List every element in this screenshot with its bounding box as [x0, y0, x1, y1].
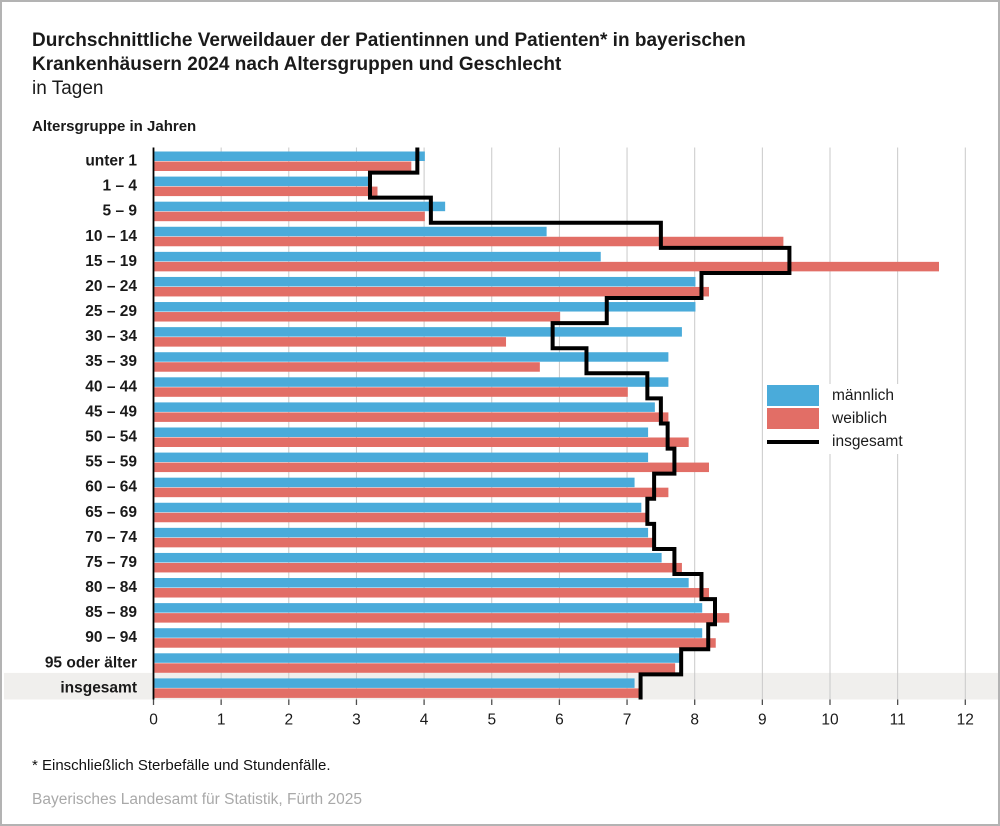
total-step-line [367, 147, 792, 700]
legend-label: insgesamt [832, 433, 903, 451]
y-axis-title: Altersgruppe in Jahren [32, 118, 197, 135]
bar-female [154, 663, 676, 673]
bar-male [154, 628, 703, 638]
age-group-label: 85 – 89 [85, 604, 137, 621]
bar-female [154, 562, 682, 573]
legend-item-insgesamt: insgesamt [763, 432, 963, 453]
male-color-swatch [767, 385, 819, 407]
bar-female [154, 412, 669, 422]
age-group-label: 5 – 9 [103, 203, 138, 220]
bar-male [154, 226, 547, 237]
x-tick-label: 3 [352, 711, 361, 728]
bar-male [154, 578, 689, 588]
bar-female [154, 286, 709, 297]
bar-male [154, 377, 669, 387]
age-group-label: 95 oder älter [45, 654, 137, 671]
bar-female [154, 512, 649, 523]
age-group-label: 50 – 54 [85, 428, 137, 445]
x-tick-label: 5 [487, 711, 496, 728]
bar-male [154, 276, 696, 287]
bar-female [154, 387, 628, 397]
x-tick-label: 9 [758, 711, 767, 728]
bar-female [154, 236, 784, 247]
source-credit: Bayerisches Landesamt für Statistik, Für… [32, 791, 362, 808]
x-tick-label: 2 [284, 711, 293, 728]
age-group-label: 1 – 4 [103, 178, 138, 195]
bar-female [154, 161, 412, 171]
bar-male [154, 477, 635, 488]
x-tick-label: 10 [821, 711, 839, 728]
age-group-label: 30 – 34 [85, 328, 137, 345]
age-group-label: 35 – 39 [85, 353, 137, 370]
bar-female [154, 487, 669, 498]
x-tick-label: 6 [555, 711, 564, 728]
age-group-label: 60 – 64 [85, 479, 137, 496]
bar-male [154, 251, 601, 262]
footnote: * Einschließlich Sterbefälle und Stunden… [32, 757, 331, 774]
title-line-1: Durchschnittliche Verweildauer der Patie… [32, 30, 746, 51]
bar-male [154, 552, 662, 563]
title-line-2: Krankenhäusern 2024 nach Altersgruppen u… [32, 54, 562, 75]
bar-male [154, 176, 371, 187]
x-tick-label: 8 [690, 711, 699, 728]
x-tick-label: 0 [149, 711, 158, 728]
age-group-label: unter 1 [85, 153, 137, 170]
legend-item-maennlich: männlich [763, 385, 963, 407]
total-line-swatch [767, 440, 819, 445]
age-group-label: 90 – 94 [85, 629, 137, 646]
bar-male [154, 653, 682, 663]
age-group-label: 40 – 44 [85, 378, 137, 395]
bar-female [154, 312, 561, 322]
age-group-label: insgesamt [60, 679, 137, 696]
x-tick-label: 1 [217, 711, 226, 728]
bar-male [154, 603, 703, 613]
age-group-label: 70 – 74 [85, 529, 137, 546]
x-tick-label: 4 [420, 711, 429, 728]
age-group-label: 15 – 19 [85, 253, 137, 270]
x-tick-label: 12 [957, 711, 974, 728]
bar-male [154, 201, 446, 212]
age-group-label: 20 – 24 [85, 278, 137, 295]
bar-male [154, 151, 425, 161]
bar-male [154, 502, 642, 513]
page-title: Durchschnittliche Verweildauer der Patie… [32, 29, 746, 101]
bar-female [154, 211, 425, 222]
bar-female [154, 638, 716, 648]
legend: männlich weiblich insgesamt [763, 384, 963, 454]
bar-female [154, 362, 540, 372]
age-group-label: 80 – 84 [85, 579, 137, 596]
bar-female [154, 613, 730, 623]
bar-male [154, 527, 649, 538]
age-group-label: 25 – 29 [85, 303, 137, 320]
age-group-label: 65 – 69 [85, 504, 137, 521]
bar-male [154, 452, 649, 463]
bar-male [154, 678, 635, 688]
bar-female [154, 437, 689, 447]
legend-label: männlich [832, 386, 895, 404]
legend-item-weiblich: weiblich [763, 408, 963, 430]
bar-male [154, 302, 696, 312]
bar-female [154, 537, 655, 548]
bar-male [154, 427, 649, 437]
bar-female [154, 337, 507, 347]
bar-female [154, 688, 642, 698]
bar-male [154, 327, 682, 337]
bar-female [154, 588, 709, 598]
bar-male [154, 352, 669, 362]
age-group-label: 75 – 79 [85, 554, 137, 571]
x-tick-label: 11 [890, 711, 906, 728]
age-group-label: 55 – 59 [85, 454, 137, 471]
bar-female [154, 261, 939, 272]
title-subtitle: in Tagen [32, 78, 104, 99]
bar-female [154, 186, 378, 197]
age-group-label: 45 – 49 [85, 403, 137, 420]
bar-female [154, 462, 709, 473]
female-color-swatch [767, 408, 819, 430]
x-tick-label: 7 [623, 711, 632, 728]
age-group-label: 10 – 14 [85, 228, 137, 245]
legend-label: weiblich [832, 409, 888, 427]
bar-male [154, 402, 655, 412]
